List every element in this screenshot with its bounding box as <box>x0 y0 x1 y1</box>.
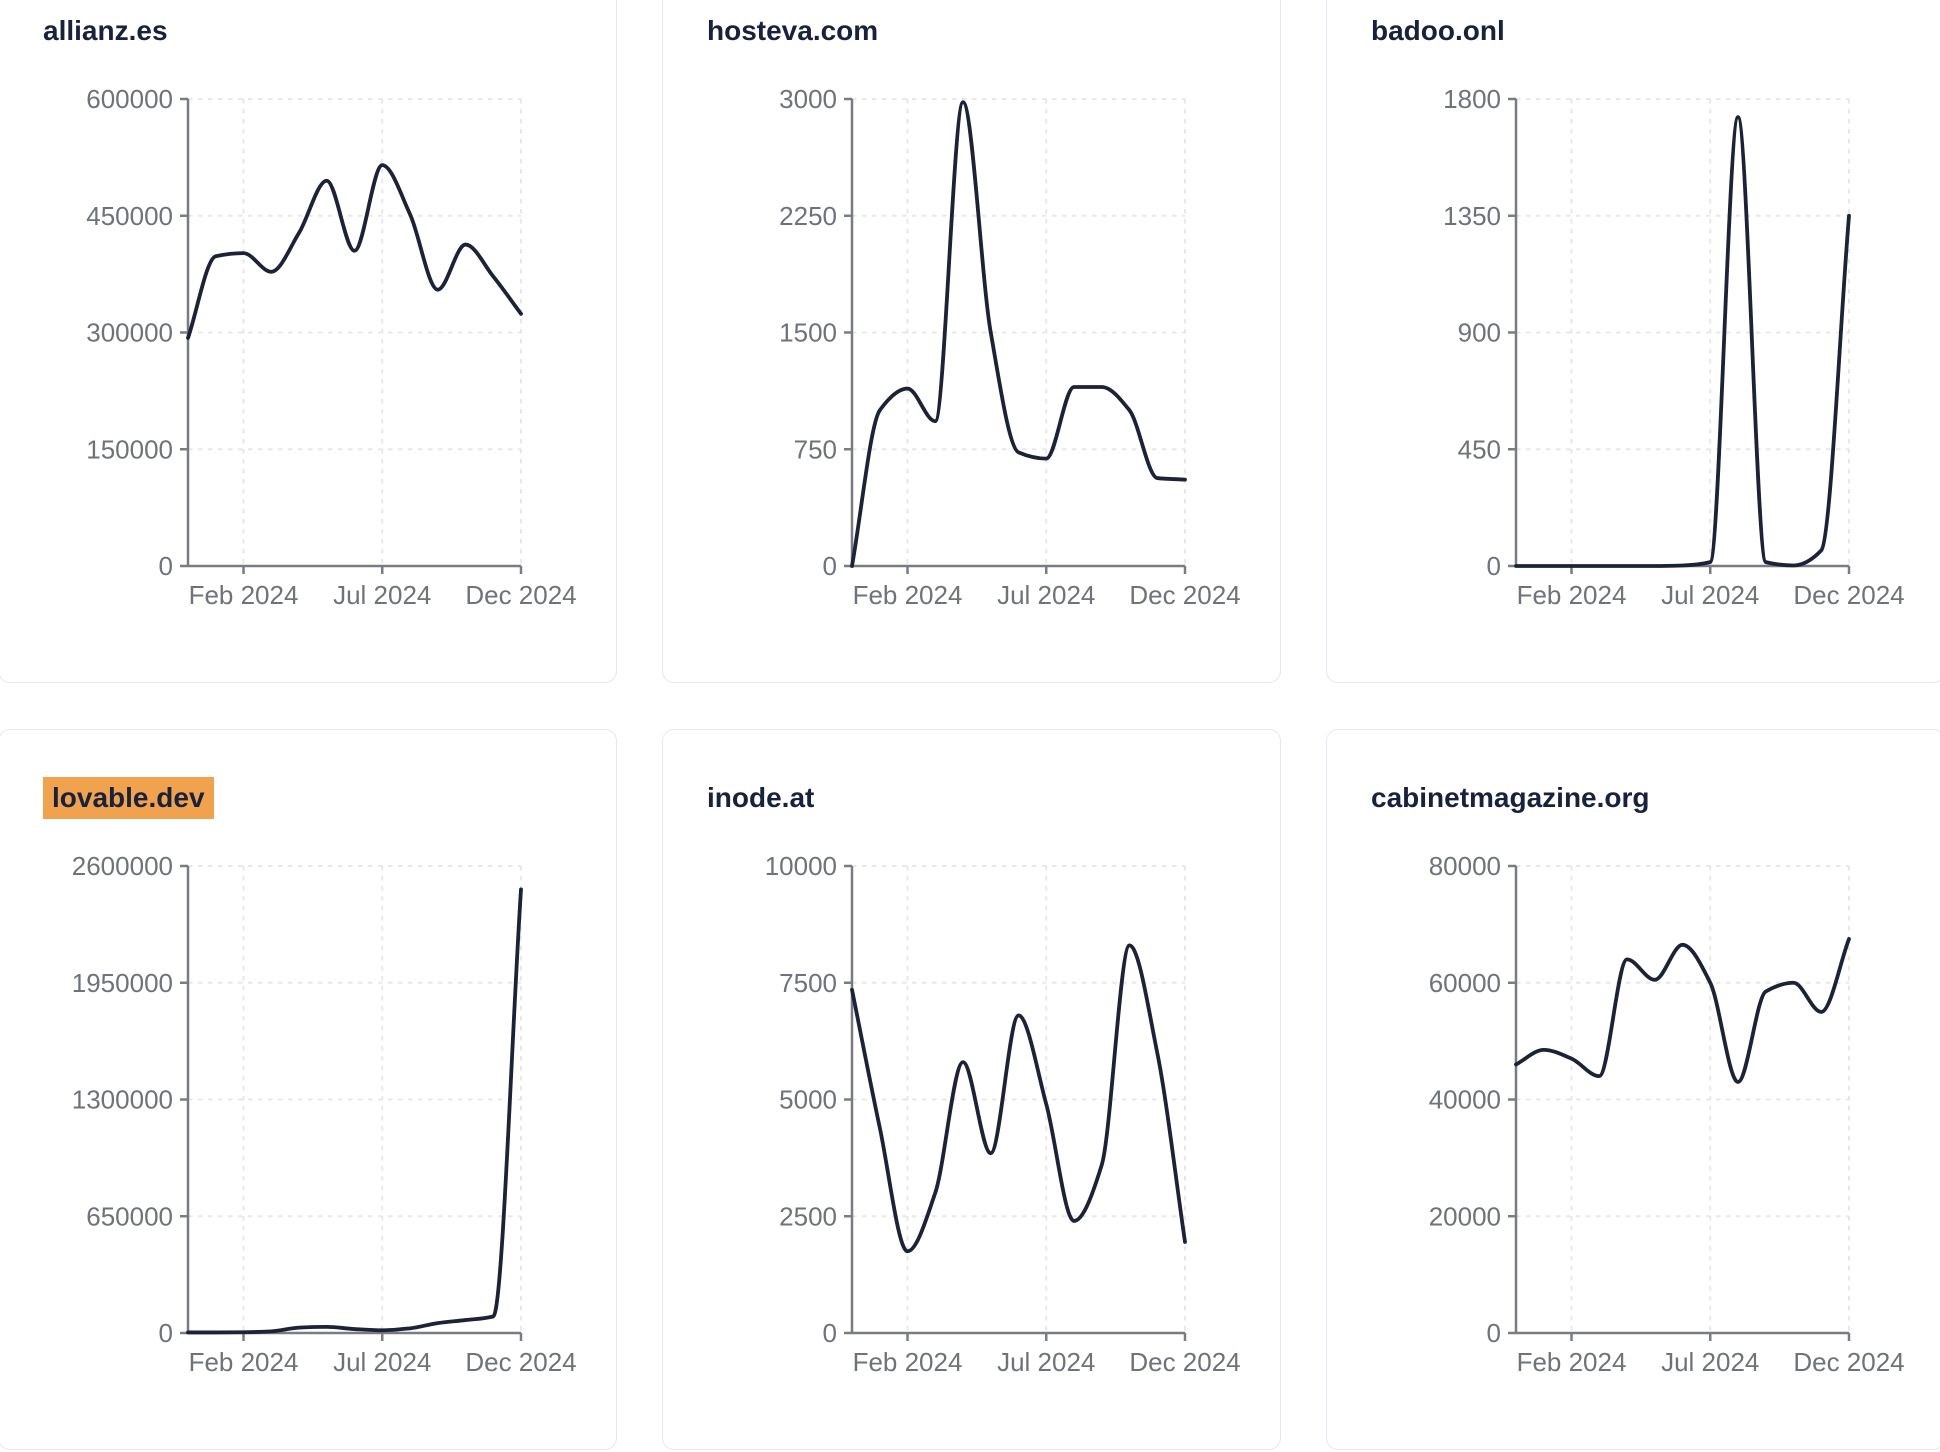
chart-title: cabinetmagazine.org <box>1371 780 1650 816</box>
chart-title: badoo.onl <box>1371 13 1505 49</box>
chart-title-text: allianz.es <box>43 15 168 46</box>
y-tick-label: 1350 <box>1443 201 1501 231</box>
x-tick-label: Feb 2024 <box>853 580 963 610</box>
y-tick-label: 0 <box>159 1318 173 1348</box>
series-line <box>850 100 1187 568</box>
x-tick-label: Dec 2024 <box>1129 580 1240 610</box>
chart-title-text: inode.at <box>707 782 815 813</box>
chart-title-text: cabinetmagazine.org <box>1371 782 1650 813</box>
chart-title-text-highlighted: lovable.dev <box>43 777 214 819</box>
series-line <box>186 887 523 1335</box>
y-tick-label: 450000 <box>86 201 173 231</box>
y-tick-label: 1300000 <box>72 1085 173 1115</box>
x-tick-label: Dec 2024 <box>1793 1347 1904 1377</box>
chart-title: lovable.dev <box>43 777 214 819</box>
y-tick-label: 60000 <box>1429 968 1501 998</box>
x-tick-label: Dec 2024 <box>1129 1347 1240 1377</box>
x-tick-label: Feb 2024 <box>853 1347 963 1377</box>
x-tick-label: Jul 2024 <box>1661 1347 1759 1377</box>
x-tick-label: Dec 2024 <box>465 1347 576 1377</box>
x-tick-label: Jul 2024 <box>997 1347 1095 1377</box>
line-chart: 0 450 900 1350 1800 Feb 2024 Jul 2024 Dec 2024 <box>1443 84 1905 610</box>
line-chart: 0 650000 1300000 1950000 2600000 Feb 2024 Jul … <box>72 851 577 1377</box>
domain-card-lovable-dev[interactable]: lovable.dev 0 650000 1300000 1950000 2600000… <box>0 729 617 1450</box>
y-tick-label: 900 <box>1458 318 1501 348</box>
x-tick-label: Dec 2024 <box>465 580 576 610</box>
x-tick-label: Jul 2024 <box>1661 580 1759 610</box>
y-tick-label: 300000 <box>86 318 173 348</box>
y-tick-label: 450 <box>1458 434 1501 464</box>
series-line <box>1514 115 1851 568</box>
y-tick-label: 10000 <box>765 851 837 881</box>
y-tick-label: 0 <box>1487 1318 1501 1348</box>
y-tick-label: 750 <box>794 434 837 464</box>
line-chart: 0 150000 300000 450000 600000 Feb 2024 Jul 202… <box>86 84 576 610</box>
chart-title-text: hosteva.com <box>707 15 879 46</box>
chart-title: inode.at <box>707 780 814 816</box>
x-tick-label: Jul 2024 <box>997 580 1095 610</box>
x-tick-label: Feb 2024 <box>189 580 299 610</box>
y-tick-label: 0 <box>823 1318 837 1348</box>
y-tick-label: 2250 <box>779 201 837 231</box>
y-tick-label: 0 <box>1487 551 1501 581</box>
line-chart: 0 20000 40000 60000 80000 Feb 2024 Jul 2024 Dec… <box>1429 851 1905 1377</box>
domain-card-inode-at[interactable]: inode.at 0 2500 5000 7500 10000 Feb 2024 Jul 2… <box>662 729 1281 1450</box>
domain-card-cabinetmagazine-org[interactable]: cabinetmagazine.org 0 20000 40000 60000 8000… <box>1326 729 1940 1450</box>
y-tick-label: 7500 <box>779 968 837 998</box>
y-tick-label: 600000 <box>86 84 173 114</box>
x-tick-label: Jul 2024 <box>333 580 431 610</box>
y-tick-label: 1950000 <box>72 968 173 998</box>
y-tick-label: 2500 <box>779 1201 837 1231</box>
y-tick-label: 650000 <box>86 1201 173 1231</box>
y-tick-label: 1800 <box>1443 84 1501 114</box>
series-line <box>1514 937 1851 1084</box>
line-chart: 0 2500 5000 7500 10000 Feb 2024 Jul 2024 Dec 20… <box>765 851 1241 1377</box>
domain-card-allianz-es[interactable]: allianz.es 0 150000 300000 450000 600000 Feb … <box>0 0 617 683</box>
line-chart: 0 750 1500 2250 3000 Feb 2024 Jul 2024 Dec 2024 <box>779 84 1241 610</box>
y-tick-label: 5000 <box>779 1085 837 1115</box>
x-tick-label: Jul 2024 <box>333 1347 431 1377</box>
y-tick-label: 20000 <box>1429 1201 1501 1231</box>
y-tick-label: 40000 <box>1429 1085 1501 1115</box>
chart-title-text: badoo.onl <box>1371 15 1505 46</box>
y-tick-label: 2600000 <box>72 851 173 881</box>
chart-title: hosteva.com <box>707 13 878 49</box>
chart-title: allianz.es <box>43 13 168 49</box>
domain-card-hosteva-com[interactable]: hosteva.com 0 750 1500 2250 3000 Feb 2024 Jul … <box>662 0 1281 683</box>
x-tick-label: Feb 2024 <box>1517 580 1627 610</box>
y-tick-label: 1500 <box>779 318 837 348</box>
x-tick-label: Dec 2024 <box>1793 580 1904 610</box>
y-tick-label: 80000 <box>1429 851 1501 881</box>
y-tick-label: 3000 <box>779 84 837 114</box>
y-tick-label: 0 <box>159 551 173 581</box>
series-line <box>186 163 523 340</box>
y-tick-label: 150000 <box>86 434 173 464</box>
series-line <box>850 943 1187 1254</box>
domain-card-badoo-onl[interactable]: badoo.onl 0 450 900 1350 1800 Feb 2024 Jul 202… <box>1326 0 1940 683</box>
x-tick-label: Feb 2024 <box>189 1347 299 1377</box>
x-tick-label: Feb 2024 <box>1517 1347 1627 1377</box>
y-tick-label: 0 <box>823 551 837 581</box>
